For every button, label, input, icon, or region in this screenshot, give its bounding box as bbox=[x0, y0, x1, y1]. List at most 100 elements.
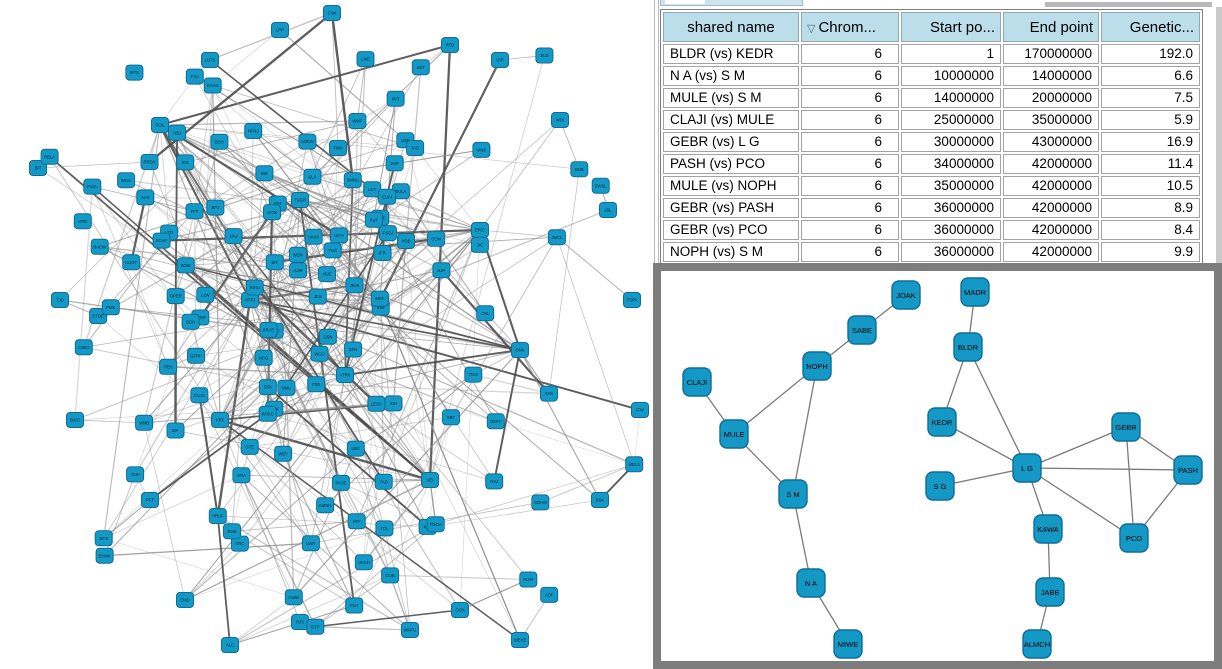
node[interactable]: PMK bbox=[101, 299, 120, 316]
node[interactable]: JBJK bbox=[345, 277, 364, 294]
node[interactable]: UHSH bbox=[354, 554, 373, 571]
node[interactable]: CNK bbox=[323, 5, 341, 21]
node[interactable]: PLH bbox=[345, 597, 364, 614]
node[interactable]: JDS bbox=[308, 288, 327, 305]
node-GEBR[interactable]: GEBR bbox=[1111, 412, 1141, 442]
node-shape[interactable] bbox=[307, 376, 326, 393]
node[interactable]: NCG bbox=[254, 349, 273, 366]
node[interactable]: EMD bbox=[176, 592, 194, 608]
node-shape[interactable] bbox=[298, 133, 317, 150]
node-shape[interactable] bbox=[135, 414, 154, 431]
node-shape[interactable] bbox=[240, 438, 259, 455]
node-shape[interactable] bbox=[891, 280, 921, 310]
node[interactable]: PFT bbox=[141, 492, 159, 508]
node[interactable]: FMD bbox=[329, 140, 347, 156]
table-row[interactable]: PASH (vs) PCO 6 34000000 42000000 11.4 bbox=[663, 154, 1200, 174]
node[interactable]: WEHE bbox=[511, 632, 529, 648]
node-shape[interactable] bbox=[625, 456, 644, 473]
node-shape[interactable] bbox=[168, 124, 187, 141]
node-shape[interactable] bbox=[406, 140, 425, 156]
node-NOPH[interactable]: NOPH bbox=[802, 351, 832, 381]
node-shape[interactable] bbox=[491, 52, 509, 68]
node[interactable]: SMNU bbox=[343, 172, 362, 189]
node[interactable]: MELS bbox=[625, 456, 644, 473]
node-shape[interactable] bbox=[185, 68, 204, 85]
node[interactable]: SSP bbox=[385, 155, 404, 172]
node[interactable]: FDOA bbox=[426, 516, 445, 533]
node-shape[interactable] bbox=[370, 290, 389, 307]
node[interactable]: LLW bbox=[196, 286, 215, 303]
node[interactable]: NFNJ bbox=[244, 123, 263, 139]
node[interactable]: IJSN bbox=[318, 328, 337, 345]
node[interactable]: BSH bbox=[210, 133, 229, 150]
node-shape[interactable] bbox=[258, 379, 277, 396]
node-shape[interactable] bbox=[66, 412, 84, 428]
node-shape[interactable] bbox=[277, 379, 296, 396]
node-shape[interactable] bbox=[401, 622, 419, 638]
node[interactable]: FEE bbox=[307, 376, 326, 393]
node-shape[interactable] bbox=[306, 618, 325, 635]
node[interactable]: UEE bbox=[346, 440, 365, 457]
node[interactable]: TCL bbox=[375, 520, 394, 537]
node-shape[interactable] bbox=[441, 37, 459, 53]
node-shape[interactable] bbox=[374, 473, 393, 490]
node-shape[interactable] bbox=[397, 233, 415, 249]
node[interactable]: FUSL bbox=[83, 178, 102, 195]
node-shape[interactable] bbox=[95, 547, 114, 564]
node-shape[interactable] bbox=[925, 471, 955, 501]
node[interactable]: EIF bbox=[166, 422, 185, 439]
node[interactable]: ERIC bbox=[471, 222, 489, 238]
node[interactable]: WCO bbox=[310, 345, 329, 362]
node-shape[interactable] bbox=[347, 513, 366, 530]
table-row[interactable]: CLAJI (vs) MULE 6 25000000 35000000 5.9 bbox=[663, 110, 1200, 130]
node[interactable]: IFW bbox=[631, 402, 649, 418]
node[interactable]: CWIO bbox=[74, 339, 93, 356]
node[interactable]: CCM bbox=[427, 230, 446, 247]
node-shape[interactable] bbox=[442, 409, 460, 426]
node-shape[interactable] bbox=[224, 228, 243, 245]
node[interactable]: HBJ bbox=[168, 124, 187, 141]
node-shape[interactable] bbox=[540, 586, 559, 603]
node-SABE[interactable]: SABE bbox=[847, 315, 877, 345]
node-NA[interactable]: N A bbox=[796, 568, 826, 598]
node[interactable]: UEI bbox=[421, 472, 439, 488]
node-shape[interactable] bbox=[211, 412, 229, 428]
node-KEDR[interactable]: KEDR bbox=[927, 407, 957, 437]
node-shape[interactable] bbox=[196, 286, 215, 303]
node[interactable]: NSJ bbox=[485, 473, 504, 490]
node-shape[interactable] bbox=[83, 178, 102, 195]
node-shape[interactable] bbox=[90, 238, 109, 255]
node[interactable]: OPER bbox=[166, 288, 185, 305]
node[interactable]: RTD bbox=[441, 37, 459, 53]
node-shape[interactable] bbox=[176, 257, 195, 274]
node-shape[interactable] bbox=[802, 351, 832, 381]
node[interactable]: OEPC bbox=[486, 413, 505, 430]
node-shape[interactable] bbox=[125, 64, 144, 81]
node[interactable]: MKP bbox=[370, 290, 389, 307]
node-shape[interactable] bbox=[284, 589, 303, 606]
table-row[interactable]: GEBR (vs) PCO 6 36000000 42000000 8.4 bbox=[663, 220, 1200, 240]
large-network-canvas[interactable]: CNK FMD BIT TJD BWO PFT EMD ALC RJS MMFU OOS WEHE WD… bbox=[0, 0, 653, 669]
node[interactable]: TAO bbox=[406, 140, 425, 156]
node-shape[interactable] bbox=[151, 117, 169, 133]
node[interactable]: RAHG bbox=[203, 77, 222, 94]
node-shape[interactable] bbox=[166, 288, 185, 305]
node-shape[interactable] bbox=[386, 90, 405, 107]
small-network-canvas[interactable]: JOAK MADR SABE NOPH BLDR CLAJI MULE KEDR GEBR L G… bbox=[661, 271, 1214, 661]
node-shape[interactable] bbox=[74, 339, 93, 356]
node[interactable]: HDB bbox=[397, 233, 415, 249]
node[interactable]: TJD bbox=[51, 292, 69, 308]
node-PCO[interactable]: PCO bbox=[1119, 523, 1149, 553]
node-shape[interactable] bbox=[141, 492, 159, 508]
node-shape[interactable] bbox=[181, 313, 200, 330]
node[interactable]: GUB bbox=[381, 567, 400, 584]
node-shape[interactable] bbox=[323, 5, 341, 21]
node-shape[interactable] bbox=[94, 530, 113, 547]
column-header-chromosome[interactable]: ▽ Chrom... bbox=[801, 12, 899, 42]
node-shape[interactable] bbox=[451, 602, 469, 618]
node[interactable]: IBB bbox=[255, 165, 274, 182]
node[interactable]: BWO bbox=[66, 412, 84, 428]
node[interactable]: LUTS bbox=[201, 52, 219, 68]
node[interactable]: IFR bbox=[373, 245, 392, 261]
node-BLDR[interactable]: BLDR bbox=[953, 332, 983, 362]
